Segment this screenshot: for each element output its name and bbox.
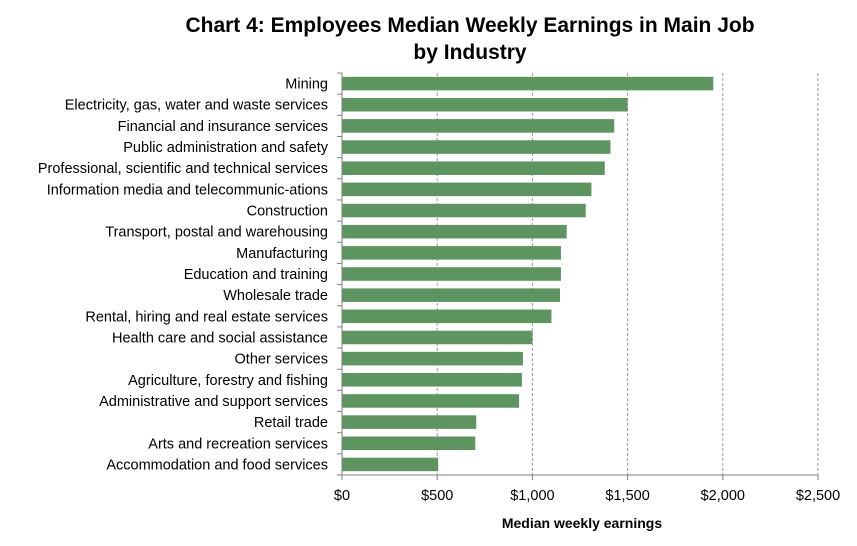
category-label: Mining (285, 77, 328, 93)
x-tick-label: $2,000 (701, 488, 745, 504)
bar (342, 97, 628, 112)
category-label: Administrative and support services (99, 394, 328, 410)
category-label: Manufacturing (236, 246, 328, 262)
x-axis-title: Median weekly earnings (502, 515, 662, 531)
category-label: Health care and social assistance (112, 330, 328, 346)
bar (342, 351, 523, 366)
category-label: Retail trade (254, 415, 328, 431)
bar (342, 436, 476, 451)
axes (337, 72, 819, 480)
bar (342, 140, 611, 154)
bar (342, 267, 561, 281)
category-label: Public administration and safety (123, 140, 328, 156)
x-tick-label: $1,500 (605, 488, 649, 504)
bar (342, 119, 615, 133)
bar (342, 457, 439, 472)
category-label: Education and training (184, 267, 328, 283)
bar (342, 246, 561, 260)
category-labels: Mining Electricity, gas, water and waste … (38, 77, 329, 474)
bar (342, 309, 552, 324)
category-label: Agriculture, forestry and fishing (128, 373, 328, 389)
bar (342, 330, 533, 345)
x-tick-label: $500 (421, 488, 453, 504)
bar (342, 224, 567, 239)
category-label: Arts and recreation services (148, 436, 328, 452)
x-tick-label: $0 (334, 488, 350, 504)
bar (342, 415, 477, 429)
chart-title-line-2: by Industry (413, 41, 527, 64)
category-label: Electricity, gas, water and waste servic… (65, 98, 328, 114)
bar (342, 161, 605, 175)
bar (342, 182, 592, 197)
bar (342, 76, 714, 91)
category-label: Other services (235, 352, 328, 368)
category-label: Financial and insurance services (118, 119, 328, 135)
chart-title-line-1: Chart 4: Employees Median Weekly Earning… (185, 14, 755, 37)
chart-title: Chart 4: Employees Median Weekly Earning… (80, 12, 857, 66)
category-label: Wholesale trade (223, 288, 328, 304)
category-label: Accommodation and food services (106, 457, 328, 473)
bar (342, 288, 561, 302)
bars (342, 76, 714, 472)
x-tick-labels: $0 $500 $1,000 $1,500 $2,000 $2,500 (334, 488, 840, 504)
bar (342, 203, 586, 218)
category-label: Transport, postal and warehousing (105, 225, 328, 241)
bar (342, 373, 522, 387)
category-label: Information media and telecommunic-ation… (47, 182, 328, 198)
x-tick-label: $1,000 (510, 488, 554, 504)
category-label: Construction (247, 204, 328, 220)
x-tick-label: $2,500 (796, 488, 840, 504)
category-label: Rental, hiring and real estate services (85, 309, 328, 325)
bar (342, 394, 520, 408)
category-label: Professional, scientific and technical s… (38, 161, 328, 177)
